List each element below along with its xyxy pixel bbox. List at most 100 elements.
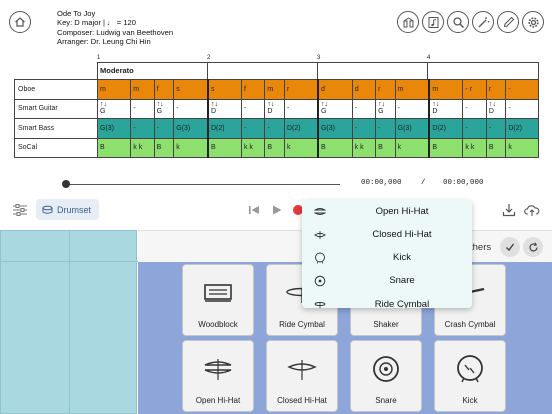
score-cell[interactable]: D(2) [505, 118, 539, 139]
score-cell[interactable]: - [264, 118, 285, 139]
score-cell[interactable]: - [462, 98, 487, 119]
score-cell[interactable]: - [505, 79, 539, 100]
score-cell[interactable]: ↑↓ D [485, 98, 507, 119]
edit-button[interactable] [497, 11, 519, 33]
score-cell[interactable]: ↑↓ G [316, 98, 353, 119]
settings-button[interactable] [522, 11, 544, 33]
score-cell[interactable]: B [264, 137, 285, 158]
dropdown-item-snare[interactable]: Snare [302, 269, 472, 292]
score-cell[interactable]: - [153, 118, 175, 139]
score-cell[interactable]: s [206, 79, 242, 100]
dropdown-item-ride-cymbal[interactable]: Ride Cymbal [302, 293, 472, 308]
score-cell[interactable]: m [96, 79, 132, 100]
score-cell[interactable]: r [283, 79, 319, 100]
score-cell[interactable]: - [485, 118, 507, 139]
mixer-button[interactable] [397, 11, 419, 33]
score-cell[interactable]: B [153, 137, 175, 158]
instrument-name[interactable]: Oboe [14, 79, 98, 100]
score-cell[interactable]: ↑↓ G [96, 98, 132, 119]
score-button[interactable] [422, 11, 444, 33]
score-cell[interactable]: ↑↓ D [206, 98, 242, 119]
skip-back-button[interactable] [248, 203, 260, 221]
dropdown-item-kick[interactable]: Kick [302, 246, 472, 269]
play-button[interactable] [271, 203, 283, 221]
pad-kick[interactable]: Kick [434, 340, 506, 412]
score-cell[interactable]: - [505, 98, 539, 119]
pad-open-hihat[interactable]: Open Hi-Hat [182, 340, 254, 412]
score-cell[interactable]: f [153, 79, 175, 100]
instrument-name[interactable]: Smart Guitar [14, 98, 98, 119]
pattern-grid[interactable] [0, 230, 138, 414]
score-cell[interactable]: k k [130, 137, 155, 158]
score-cell[interactable]: k k [462, 137, 487, 158]
score-cell[interactable]: - [240, 98, 266, 119]
score-cell[interactable]: - [351, 118, 377, 139]
score-cell[interactable]: - [240, 118, 266, 139]
score-cell[interactable]: G(3) [394, 118, 430, 139]
settings-sliders-button[interactable] [12, 202, 28, 218]
score-cell[interactable]: G(3) [96, 118, 132, 139]
home-button[interactable] [9, 11, 31, 33]
refresh-button[interactable] [523, 237, 543, 257]
score-cell[interactable]: k [394, 137, 430, 158]
record-button[interactable] [293, 205, 303, 215]
score-cell[interactable]: m [130, 79, 155, 100]
score-cell[interactable]: k k [240, 137, 266, 158]
score-cell[interactable]: D(2) [428, 118, 464, 139]
score-cell[interactable]: D(2) [283, 118, 319, 139]
score-cell[interactable]: ↑↓ G [153, 98, 175, 119]
pad-snare[interactable]: Snare [350, 340, 422, 412]
instrument-name[interactable]: Smart Bass [14, 118, 98, 139]
score-cell[interactable]: k [505, 137, 539, 158]
upload-cloud-button[interactable] [522, 200, 542, 220]
score-cell[interactable]: - r [462, 79, 487, 100]
instrument-button[interactable]: Drumset [36, 199, 99, 220]
score-cell[interactable]: ↑↓ D [264, 98, 285, 119]
score-cell[interactable]: d [351, 79, 377, 100]
dropdown-item-open-hihat[interactable]: Open Hi-Hat [302, 200, 472, 223]
score-cell[interactable]: k [173, 137, 209, 158]
score-cell[interactable]: - [394, 98, 430, 119]
magic-button[interactable] [472, 11, 494, 33]
score-cell[interactable]: r [485, 79, 507, 100]
scrubber-thumb[interactable] [62, 180, 70, 188]
score-cell[interactable]: B [316, 137, 353, 158]
score-cell[interactable]: m [394, 79, 430, 100]
score-cell[interactable]: r [375, 79, 396, 100]
scrubber-track[interactable] [65, 184, 340, 185]
score-cell[interactable]: G(3) [173, 118, 209, 139]
score-cell[interactable]: k [283, 137, 319, 158]
pad-closed-hihat[interactable]: Closed Hi-Hat [266, 340, 338, 412]
score-cell[interactable]: - [130, 118, 155, 139]
search-button[interactable] [447, 11, 469, 33]
score-cell[interactable]: G(3) [316, 118, 353, 139]
score-cell[interactable]: s [173, 79, 209, 100]
score-cell[interactable]: k k [351, 137, 377, 158]
score-cell[interactable]: - [351, 98, 377, 119]
instrument-name[interactable]: SoCal [14, 137, 98, 158]
song-composer: Composer: Ludwig van Beethoven [57, 27, 174, 37]
score-cell[interactable]: d [316, 79, 353, 100]
download-button[interactable] [499, 200, 519, 220]
score-cell[interactable]: B [485, 137, 507, 158]
score-cell[interactable]: f [240, 79, 266, 100]
score-cell[interactable]: - [462, 118, 487, 139]
score-cell[interactable]: ↑↓ G [375, 98, 396, 119]
score-cell[interactable]: - [283, 98, 319, 119]
score-cell[interactable]: m [428, 79, 464, 100]
score-cell[interactable]: B [375, 137, 396, 158]
others-label[interactable]: thers [470, 242, 492, 253]
confirm-button[interactable] [500, 237, 520, 257]
score-cell[interactable]: - [375, 118, 396, 139]
score-cell[interactable]: m [264, 79, 285, 100]
score-cell[interactable]: - [173, 98, 209, 119]
score-cell[interactable]: ↑↓ D [428, 98, 464, 119]
score-cell[interactable]: B [206, 137, 242, 158]
pad-woodblock[interactable]: Woodblock [182, 264, 254, 336]
dropdown-item-closed-hihat[interactable]: Closed Hi-Hat [302, 223, 472, 246]
score-cell[interactable]: D(2) [206, 118, 242, 139]
score-cell[interactable]: B [96, 137, 132, 158]
score-cell[interactable]: - [130, 98, 155, 119]
score-cell[interactable]: B [428, 137, 464, 158]
